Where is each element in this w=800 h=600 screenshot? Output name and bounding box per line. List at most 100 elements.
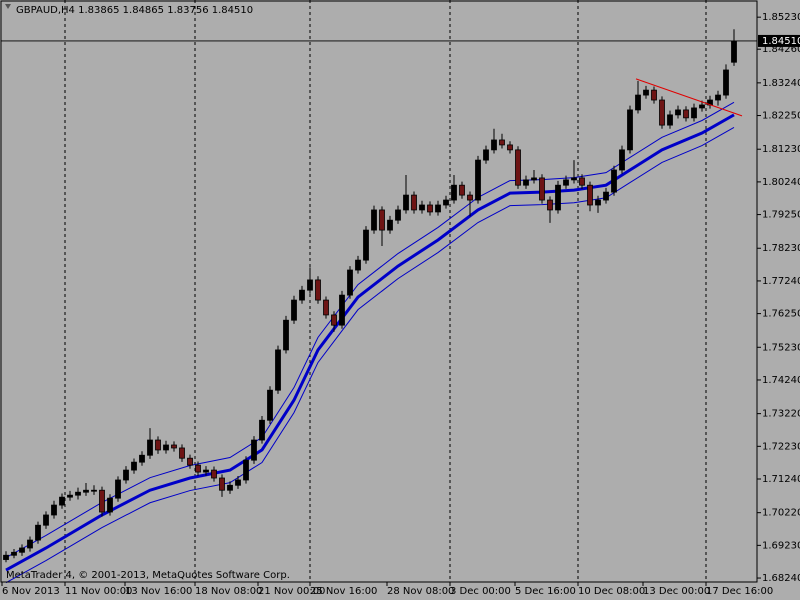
y-tick-label: 1.72230 [762, 441, 800, 452]
x-tick-label: 21 Nov 00:00 [258, 586, 325, 597]
price-marker [758, 34, 800, 47]
candle-body [275, 349, 281, 391]
candle-body [91, 489, 97, 492]
y-tick-label: 1.83240 [762, 78, 800, 89]
candle-body [627, 109, 633, 151]
candle-body [539, 177, 545, 201]
candle-body [19, 547, 25, 553]
candle-body [411, 194, 417, 211]
candle-body [171, 444, 177, 449]
candle-body [387, 219, 393, 231]
low-value: 1.83756 [167, 5, 208, 16]
candle-body [299, 289, 305, 301]
candle-body [395, 209, 401, 221]
x-tick-label: 11 Nov 00:00 [65, 586, 132, 597]
candle-body [243, 459, 249, 481]
y-tick-label: 1.79250 [762, 210, 800, 221]
candle-body [451, 184, 457, 201]
candle-body [435, 204, 441, 213]
candle-body [315, 279, 321, 301]
y-tick-label: 1.76250 [762, 309, 800, 320]
x-tick-label: 13 Dec 00:00 [643, 586, 710, 597]
candle-body [139, 454, 145, 463]
candle-body [699, 104, 705, 109]
grid [1, 0, 761, 586]
x-tick-label: 10 Dec 08:00 [578, 586, 645, 597]
candle-body [267, 389, 273, 421]
candle-body [675, 109, 681, 116]
copyright: MetaTrader 4, © 2001-2013, MetaQuotes So… [6, 570, 290, 581]
candles [3, 29, 737, 563]
y-tick-label: 1.78230 [762, 243, 800, 254]
candle-body [67, 494, 73, 498]
candle-body [419, 204, 425, 211]
y-tick-label: 1.75230 [762, 342, 800, 353]
candle-body [459, 184, 465, 196]
close-value: 1.84510 [212, 5, 253, 16]
candle-body [491, 139, 497, 151]
candle-body [211, 469, 217, 479]
candle-body [195, 464, 201, 473]
candle-body [307, 279, 313, 291]
candle-body [251, 439, 257, 461]
x-tick-label: 13 Nov 16:00 [125, 586, 192, 597]
open-value: 1.83865 [78, 5, 119, 16]
candle-body [203, 469, 209, 473]
y-tick-label: 1.70220 [762, 508, 800, 519]
overlays [1, 40, 757, 117]
candle-body [531, 177, 537, 181]
x-tick-label: 3 Dec 00:00 [450, 586, 511, 597]
candle-body [283, 319, 289, 351]
candle-body [187, 457, 193, 466]
candle-body [59, 496, 65, 506]
y-tick-label: 1.82250 [762, 111, 800, 122]
y-tick-label: 1.80240 [762, 177, 800, 188]
y-tick-label: 1.85230 [762, 12, 800, 23]
y-tick-label: 1.84260 [762, 44, 800, 55]
symbol: GBPAUD,H4 [16, 5, 75, 16]
y-tick-label: 1.69230 [762, 540, 800, 551]
candle-body [379, 209, 385, 231]
candle-body [3, 554, 9, 560]
candle-body [691, 107, 697, 119]
candle-body [115, 479, 121, 499]
candle-body [227, 484, 233, 491]
candle-body [651, 89, 657, 101]
trend-line [635, 78, 743, 117]
candle-body [27, 539, 33, 549]
candle-body [603, 191, 609, 201]
candle-body [483, 149, 489, 161]
candle-body [715, 94, 721, 101]
candle-body [507, 144, 513, 151]
candle-body [555, 184, 561, 211]
candle-body [147, 439, 153, 456]
candle-body [99, 489, 105, 513]
candle-body [443, 199, 449, 206]
candle-body [75, 491, 81, 496]
chart-header: GBPAUD,H4 1.83865 1.84865 1.83756 1.8451… [16, 5, 253, 16]
y-tick-label: 1.68240 [762, 573, 800, 584]
candle-body [595, 199, 601, 206]
candle-body [515, 149, 521, 186]
y-tick-label: 1.71240 [762, 474, 800, 485]
x-tick-label: 6 Nov 2013 [2, 586, 60, 597]
y-tick-label: 1.81230 [762, 144, 800, 155]
y-tick-label: 1.77240 [762, 276, 800, 287]
candle-body [683, 109, 689, 119]
candle-body [339, 294, 345, 326]
indicator-line [5, 113, 735, 572]
candle-body [355, 259, 361, 271]
candle-body [347, 269, 353, 296]
x-tick-label: 18 Nov 08:00 [195, 586, 262, 597]
candle-body [475, 159, 481, 201]
candle-body [11, 551, 17, 556]
candle-body [635, 94, 641, 111]
candle-body [371, 209, 377, 231]
candle-body [123, 469, 129, 481]
candle-body [291, 299, 297, 321]
candle-body [43, 514, 49, 526]
candle-body [107, 497, 113, 513]
candle-body [547, 199, 553, 211]
